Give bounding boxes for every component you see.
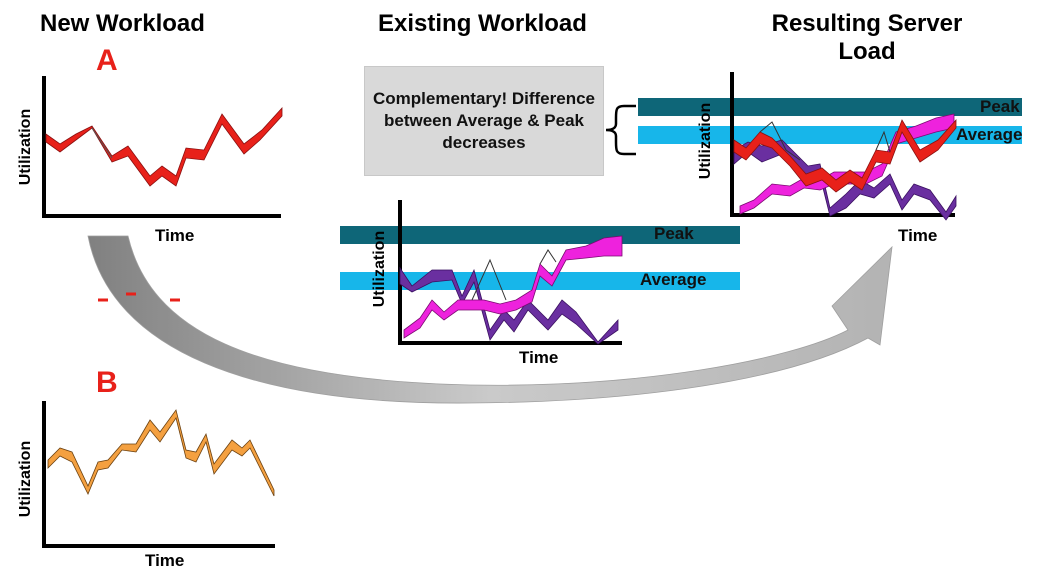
complementary-note-text: Complementary! Difference between Averag… <box>373 89 596 152</box>
red-dashes <box>98 292 180 302</box>
existing-chart-xlabel: Time <box>519 348 559 367</box>
chart-b-ylabel: Utilization <box>17 440 34 518</box>
existing-peak-band <box>340 226 740 244</box>
chart-b-series <box>47 409 275 497</box>
title-new-workload: New Workload <box>40 10 205 37</box>
existing-magenta-series <box>403 235 623 339</box>
complementary-note: Complementary! Difference between Averag… <box>364 66 604 176</box>
workload-a-letter: A <box>96 44 118 77</box>
workload-b-letter: B <box>96 366 118 399</box>
title-resulting-server-load: Resulting Server Load <box>752 10 982 66</box>
chart-a-ylabel: Utilization <box>17 108 34 186</box>
chart-a-axes <box>42 76 281 218</box>
existing-chart-ylabel: Utilization <box>371 230 388 308</box>
chart-a-series <box>45 106 283 187</box>
existing-average-label: Average <box>640 270 707 289</box>
brace-icon <box>605 104 636 156</box>
title-existing-workload: Existing Workload <box>378 10 587 37</box>
result-peak-band <box>638 98 1022 116</box>
existing-peak-label: Peak <box>654 224 694 243</box>
chart-b-axes <box>42 401 275 548</box>
result-peak-label: Peak <box>980 97 1020 116</box>
result-chart-xlabel: Time <box>898 226 938 245</box>
result-average-label: Average <box>956 125 1023 144</box>
result-chart-ylabel: Utilization <box>697 102 714 180</box>
result-chart-axes <box>730 72 955 217</box>
title-resulting-line1: Resulting Server <box>771 10 963 37</box>
chart-a-xlabel: Time <box>155 226 195 245</box>
chart-b-xlabel: Time <box>145 551 185 570</box>
title-resulting-line2: Load <box>838 38 896 65</box>
result-red-series <box>733 118 957 193</box>
curved-arrow-icon <box>87 235 893 404</box>
